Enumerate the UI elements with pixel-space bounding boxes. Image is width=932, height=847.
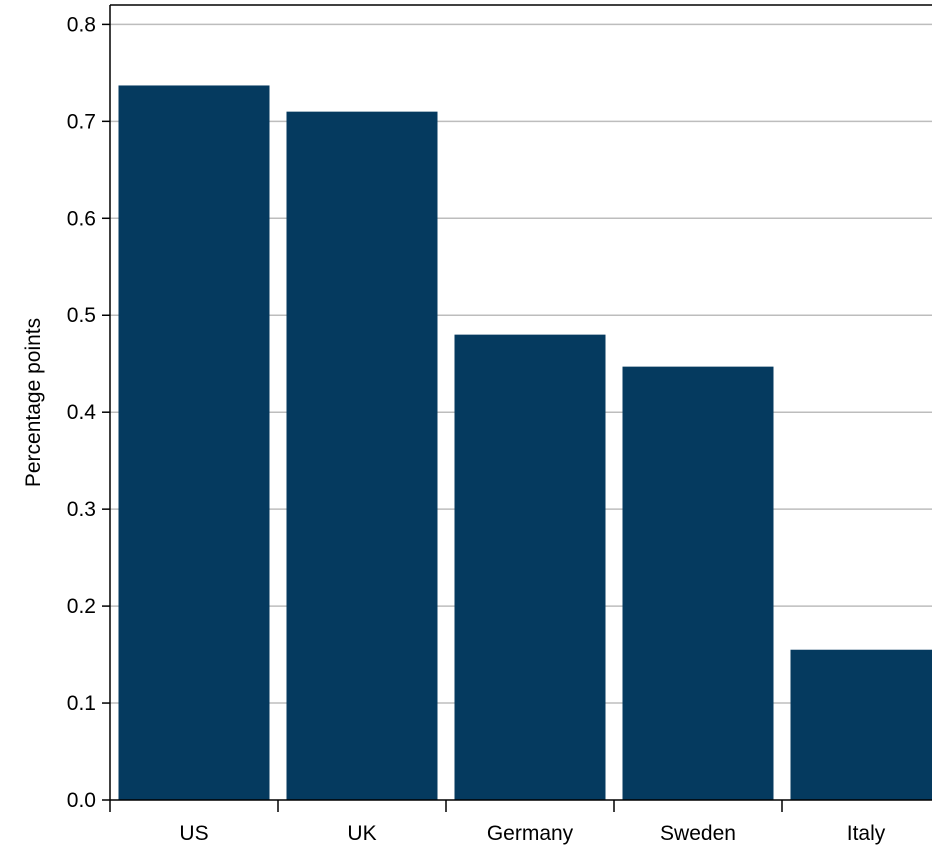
y-tick-label: 0.3 [67,498,96,521]
x-tick-labels: US UK Germany Sweden Italy [179,822,885,845]
x-tick-label: Italy [847,822,886,845]
x-tick-label: Sweden [660,822,736,845]
y-tick-label: 0.7 [67,110,96,133]
y-tick-label: 0.6 [67,207,96,230]
x-tick-label: US [179,822,208,845]
y-tick-labels: 0.0 0.1 0.2 0.3 0.4 0.5 0.6 0.7 0.8 [67,13,97,812]
x-tick-label: Germany [487,822,574,845]
y-tick-label: 0.1 [67,692,96,715]
y-tick-label: 0.5 [67,304,96,327]
y-tick-label: 0.2 [67,595,96,618]
bar-sweden [622,366,774,800]
y-tick-label: 0.8 [67,13,96,36]
y-tick-label: 0.0 [67,789,96,812]
y-axis-title: Percentage points [22,318,45,487]
bars-layer [118,85,932,801]
bar-germany [454,334,606,800]
bar-us [118,85,270,801]
axis-layer [102,4,932,812]
bar-uk [286,111,438,800]
x-tick-label: UK [347,822,376,845]
bar-italy [790,649,932,800]
y-tick-label: 0.4 [67,401,97,424]
